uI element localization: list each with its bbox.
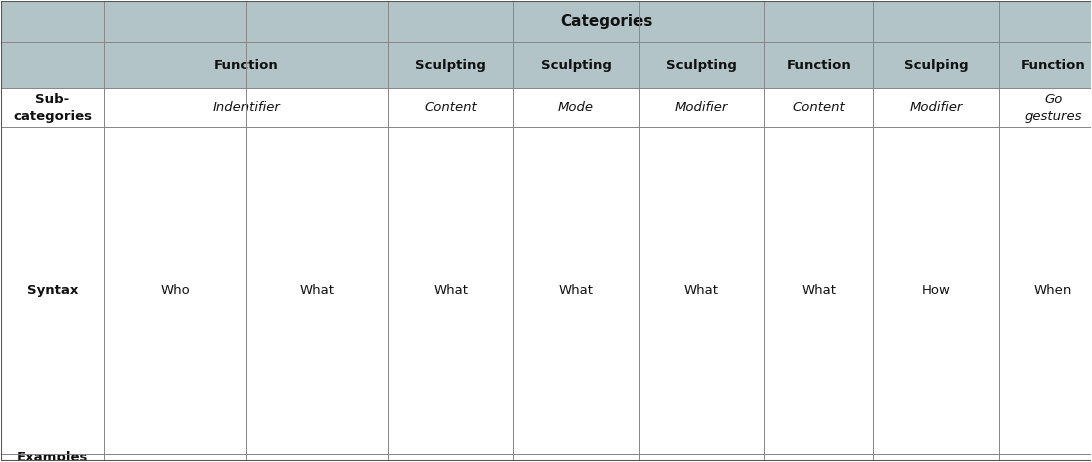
Text: Syntax: Syntax (27, 285, 79, 298)
Bar (105, 88, 388, 128)
Text: Sub-
categories: Sub- categories (13, 93, 92, 123)
Bar (1, 42, 105, 88)
Bar (764, 42, 874, 88)
Bar (874, 88, 998, 128)
Text: What: What (299, 285, 334, 298)
Text: Sculpting: Sculpting (666, 59, 737, 72)
Bar (388, 88, 513, 128)
Bar (998, 42, 1092, 88)
Bar (1, 128, 105, 455)
Bar (998, 455, 1092, 461)
Text: Function: Function (214, 59, 278, 72)
Text: How: How (922, 285, 950, 298)
Bar (639, 42, 764, 88)
Text: Go
gestures: Go gestures (1024, 93, 1082, 123)
Text: When: When (1034, 285, 1072, 298)
Text: What: What (802, 285, 836, 298)
Text: What: What (434, 285, 468, 298)
Text: Modifier: Modifier (910, 101, 962, 114)
Bar (998, 88, 1092, 128)
Bar (513, 42, 639, 88)
Text: Examples: Examples (16, 451, 88, 462)
Text: Content: Content (793, 101, 845, 114)
Bar (388, 128, 513, 455)
Text: Function: Function (786, 59, 851, 72)
Bar (874, 128, 998, 455)
Bar (1, 455, 105, 461)
Bar (246, 455, 388, 461)
Bar (874, 42, 998, 88)
Bar (639, 128, 764, 455)
Text: Function: Function (1021, 59, 1085, 72)
Bar (105, 1, 1092, 42)
Text: What: What (684, 285, 719, 298)
Bar (998, 128, 1092, 455)
Bar (105, 455, 246, 461)
Bar (1, 1, 105, 42)
Bar (764, 128, 874, 455)
Bar (105, 42, 388, 88)
Text: What: What (558, 285, 593, 298)
Text: Sculpting: Sculpting (415, 59, 486, 72)
Bar (639, 455, 764, 461)
Bar (246, 128, 388, 455)
Text: Mode: Mode (558, 101, 594, 114)
Bar (388, 455, 513, 461)
Text: Content: Content (424, 101, 477, 114)
Bar (513, 455, 639, 461)
Bar (639, 88, 764, 128)
Bar (513, 88, 639, 128)
Text: Categories: Categories (560, 14, 652, 29)
Bar (1, 88, 105, 128)
Text: Indentifier: Indentifier (212, 101, 280, 114)
Bar (388, 42, 513, 88)
Bar (105, 128, 246, 455)
Text: Sculping: Sculping (903, 59, 969, 72)
Text: Modifier: Modifier (675, 101, 728, 114)
Bar (513, 128, 639, 455)
Bar (764, 455, 874, 461)
Text: Sculpting: Sculpting (541, 59, 612, 72)
Bar (764, 88, 874, 128)
Bar (874, 455, 998, 461)
Text: Who: Who (161, 285, 190, 298)
